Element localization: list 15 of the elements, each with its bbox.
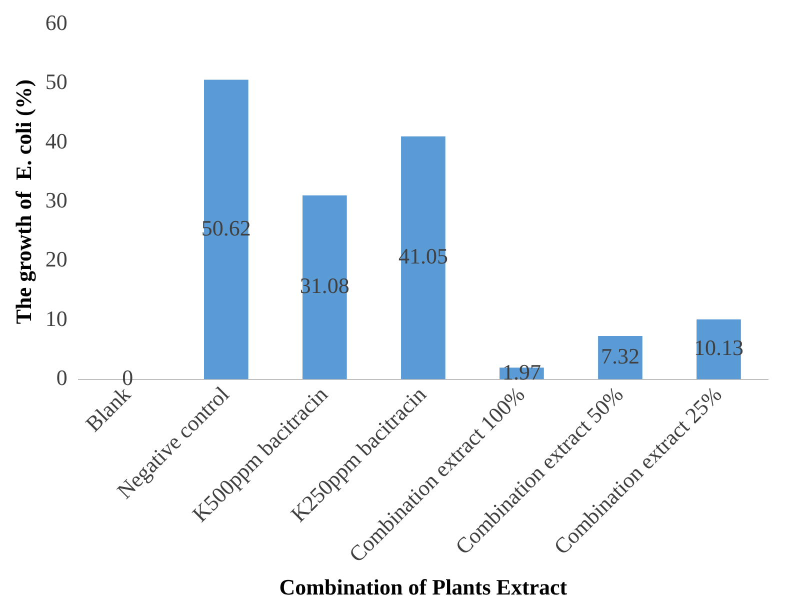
y-tick-label: 50 (45, 69, 68, 94)
y-tick-label: 30 (45, 188, 68, 213)
y-axis-title: The growth of E. coli (%) (10, 79, 36, 324)
y-tick-label: 10 (45, 306, 68, 331)
y-tick-label: 40 (45, 128, 68, 154)
data-label: 7.32 (600, 343, 640, 368)
x-axis-title: Combination of Plants Extract (279, 574, 568, 600)
data-label: 0 (122, 365, 134, 390)
bar (401, 136, 446, 380)
y-tick-label: 20 (45, 246, 68, 272)
y-tick-label: 60 (45, 10, 68, 35)
bar (598, 336, 642, 380)
bar (302, 195, 347, 380)
bar (204, 80, 248, 380)
y-tick-label: 0 (56, 365, 68, 390)
